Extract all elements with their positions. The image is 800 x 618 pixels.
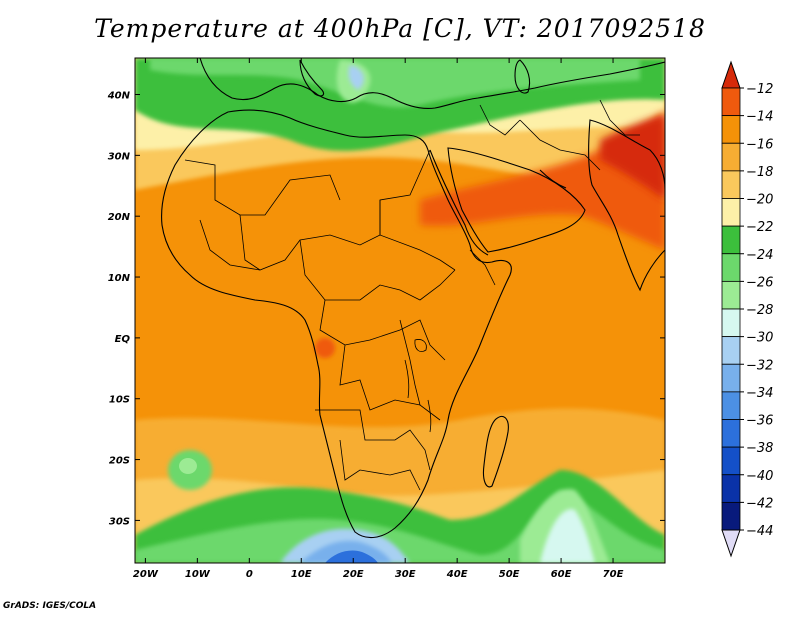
border-3 bbox=[199, 219, 261, 271]
colorbar-label-7: −26 bbox=[746, 275, 773, 290]
colorbar-bottom-triangle bbox=[721, 529, 741, 558]
persian-gulf bbox=[539, 169, 567, 189]
border-8 bbox=[315, 409, 431, 471]
colorbar-box-7 bbox=[721, 280, 741, 310]
lat-label-2: 20N bbox=[108, 212, 131, 223]
colorbar-label-2: −16 bbox=[746, 137, 773, 152]
border-4 bbox=[299, 239, 456, 301]
lon-label-3: 10E bbox=[291, 569, 312, 580]
lon-label-1: 10W bbox=[185, 569, 211, 580]
colorbar-label-1: −14 bbox=[746, 110, 773, 125]
colorbar-label-16: −44 bbox=[746, 524, 773, 539]
lat-label-4: EQ bbox=[115, 334, 131, 345]
field-med-blue bbox=[348, 65, 364, 90]
colorbar-box-3 bbox=[721, 170, 741, 199]
colorbar-label-0: −12 bbox=[746, 82, 773, 97]
lon-label-2: 0 bbox=[246, 569, 253, 580]
temperature-field bbox=[135, 58, 665, 563]
colorbar-box-6 bbox=[721, 253, 741, 282]
colorbar: −12 −14 −16 −18 −20 −22 −24 −26 −28 −30 −32 −34 −36 −… bbox=[721, 60, 773, 558]
colorbar-box-0 bbox=[721, 87, 741, 117]
field-atlantic-green-core bbox=[179, 458, 197, 474]
colorbar-box-5 bbox=[721, 225, 741, 255]
lon-label-5: 30E bbox=[395, 569, 416, 580]
lon-label-4: 20E bbox=[343, 569, 364, 580]
lat-label-1: 30N bbox=[108, 151, 131, 162]
lake-tanganyika bbox=[404, 359, 410, 399]
lat-label-5: 10S bbox=[109, 395, 130, 406]
colorbar-box-4 bbox=[721, 198, 741, 227]
colorbar-box-12 bbox=[721, 419, 741, 448]
colorbar-label-10: −32 bbox=[746, 358, 773, 373]
field-north-green-light bbox=[150, 58, 640, 108]
plot-frame bbox=[134, 57, 666, 564]
field-south-deepblue bbox=[325, 550, 378, 563]
red-sea-west bbox=[429, 149, 489, 256]
colorbar-box-9 bbox=[721, 336, 741, 365]
colorbar-label-3: −18 bbox=[746, 165, 773, 180]
lon-label-7: 50E bbox=[499, 569, 520, 580]
lon-label-9: 70E bbox=[603, 569, 624, 580]
colorbar-box-8 bbox=[721, 308, 741, 338]
colorbar-label-15: −42 bbox=[746, 496, 773, 511]
country-borders bbox=[184, 99, 640, 491]
colorbar-box-10 bbox=[721, 363, 741, 393]
colorbar-label-4: −20 bbox=[746, 193, 773, 208]
field-arabia-red bbox=[420, 110, 665, 250]
caspian-coastline bbox=[514, 59, 531, 94]
colorbar-label-14: −40 bbox=[746, 469, 773, 484]
border-5 bbox=[379, 200, 456, 271]
longitude-axis: 20W 10W 0 10E 20E 30E 40E 50E 60E 70E bbox=[133, 58, 624, 580]
colorbar-box-13 bbox=[721, 446, 741, 476]
field-congo-red bbox=[315, 338, 335, 358]
colorbar-box-1 bbox=[721, 115, 741, 144]
lat-label-3: 10N bbox=[108, 273, 131, 284]
italy-coastline bbox=[299, 59, 325, 97]
lat-label-7: 30S bbox=[109, 516, 130, 527]
map-title: Temperature at 400hPa [C], VT: 201709251… bbox=[94, 14, 706, 43]
colorbar-label-6: −24 bbox=[746, 248, 773, 263]
coastlines bbox=[161, 58, 665, 539]
lon-label-0: 20W bbox=[133, 569, 159, 580]
border-1 bbox=[184, 159, 341, 216]
colorbar-label-8: −28 bbox=[746, 303, 773, 318]
latitude-axis: 40N 30N 20N 10N EQ 10S 20S 30S bbox=[107, 91, 665, 527]
border-14 bbox=[599, 99, 640, 136]
colorbar-label-13: −38 bbox=[746, 441, 773, 456]
grads-credit: GrADS: IGES/COLA bbox=[3, 601, 97, 611]
colorbar-box-15 bbox=[721, 501, 741, 531]
border-2 bbox=[239, 149, 431, 271]
lon-label-8: 60E bbox=[551, 569, 572, 580]
colorbar-top-triangle bbox=[721, 60, 741, 89]
border-13 bbox=[479, 104, 521, 136]
europe-coastline bbox=[199, 58, 665, 109]
border-10 bbox=[399, 319, 421, 406]
border-9 bbox=[339, 439, 421, 491]
colorbar-box-11 bbox=[721, 391, 741, 420]
lake-victoria bbox=[414, 339, 427, 352]
field-south-mintcore bbox=[540, 509, 595, 563]
africa-coastline bbox=[161, 109, 512, 539]
lake-malawi bbox=[427, 399, 432, 433]
madagascar-coastline bbox=[482, 415, 509, 488]
border-12 bbox=[519, 119, 601, 171]
border-6 bbox=[319, 299, 446, 361]
colorbar-box-14 bbox=[721, 474, 741, 503]
india-coastline bbox=[588, 119, 665, 292]
arabia-coastline bbox=[447, 147, 586, 253]
lat-label-6: 20S bbox=[109, 456, 130, 467]
colorbar-box-2 bbox=[721, 142, 741, 172]
field-india-deep-red bbox=[600, 115, 665, 200]
lon-label-6: 40E bbox=[446, 569, 468, 580]
colorbar-label-11: −34 bbox=[746, 386, 773, 401]
colorbar-label-9: −30 bbox=[746, 331, 773, 346]
colorbar-label-12: −36 bbox=[746, 414, 773, 429]
colorbar-label-5: −22 bbox=[746, 220, 773, 235]
lat-label-0: 40N bbox=[107, 91, 131, 102]
border-11 bbox=[469, 249, 496, 286]
